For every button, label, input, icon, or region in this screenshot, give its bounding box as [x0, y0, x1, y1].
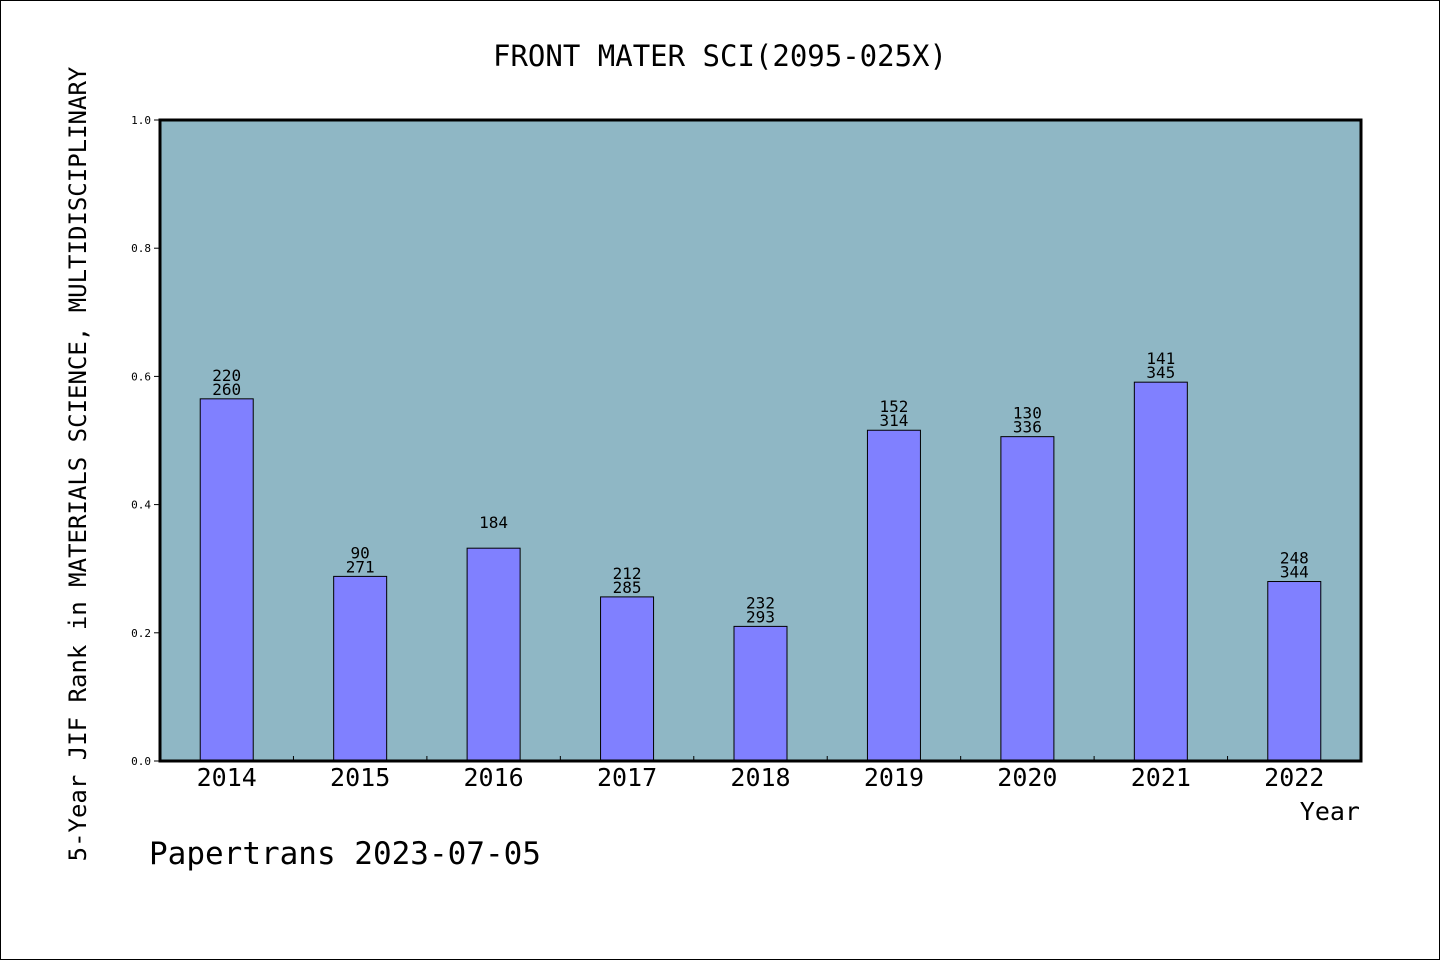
- bar-data-label: 345: [1146, 363, 1175, 382]
- bar-2014: [199, 398, 254, 762]
- bar-data-label: 271: [346, 557, 375, 576]
- x-tick-label: 2022: [1264, 763, 1324, 792]
- x-tick-label: 2018: [730, 763, 790, 792]
- y-tick-label: 0.8: [131, 242, 151, 255]
- bar-2019: [866, 429, 921, 762]
- bar-data-label: 141: [1146, 349, 1175, 368]
- x-axis-label: Year: [1300, 797, 1360, 826]
- y-tick-label: 1.0: [131, 114, 151, 127]
- chart-title: FRONT MATER SCI(2095-025X): [493, 39, 947, 73]
- x-tick-label: 2016: [464, 763, 524, 792]
- y-tick-label: 0.2: [131, 627, 151, 640]
- bar-2016: [466, 547, 521, 762]
- bar-data-label: 232: [746, 593, 775, 612]
- bar-data-label: 152: [879, 397, 908, 416]
- bars-group: [199, 381, 1322, 762]
- bar-data-label: 344: [1280, 563, 1309, 582]
- bar-data-label: 212: [613, 564, 642, 583]
- y-tick-label: 0.4: [131, 499, 151, 512]
- plot-border: [158, 118, 1363, 763]
- bar-data-label: 336: [1013, 418, 1042, 437]
- x-tick-label: 2015: [330, 763, 390, 792]
- bar-2017: [600, 596, 655, 762]
- bar-data-label: 90: [351, 543, 370, 562]
- x-tick-label: 2014: [197, 763, 257, 792]
- x-tick-label: 2017: [597, 763, 657, 792]
- bar-2015: [333, 575, 388, 762]
- bar-2021: [1133, 381, 1188, 762]
- bar-data-label: 260: [212, 380, 241, 399]
- footer-credit: Papertrans 2023-07-05: [149, 836, 541, 872]
- x-axis: 2014 2015 2016 2017 2018 2019 2020 2021 2022: [197, 756, 1324, 792]
- x-tick-label: 2021: [1131, 763, 1191, 792]
- y-tick-label: 0.0: [131, 755, 151, 768]
- x-tick-label: 2020: [997, 763, 1057, 792]
- bar-data-label: 130: [1013, 404, 1042, 423]
- bar-2020: [1000, 436, 1055, 762]
- bar-data-label: 285: [613, 578, 642, 597]
- bar-data-label: 248: [1280, 549, 1309, 568]
- x-tick-label: 2019: [864, 763, 924, 792]
- y-axis-label: 5-Year JIF Rank in MATERIALS SCIENCE, MU…: [64, 66, 92, 861]
- y-tick-label: 0.6: [131, 370, 151, 383]
- bar-2022: [1267, 581, 1322, 762]
- bar-data-label: 293: [746, 607, 775, 626]
- bar-data-label: 220: [212, 366, 241, 385]
- bar-data-label: 184: [479, 513, 508, 532]
- bar-2018: [733, 625, 788, 762]
- y-axis: 0.0 0.2 0.4 0.6 0.8 1.0: [131, 114, 160, 768]
- bar-data-label: 314: [879, 411, 908, 430]
